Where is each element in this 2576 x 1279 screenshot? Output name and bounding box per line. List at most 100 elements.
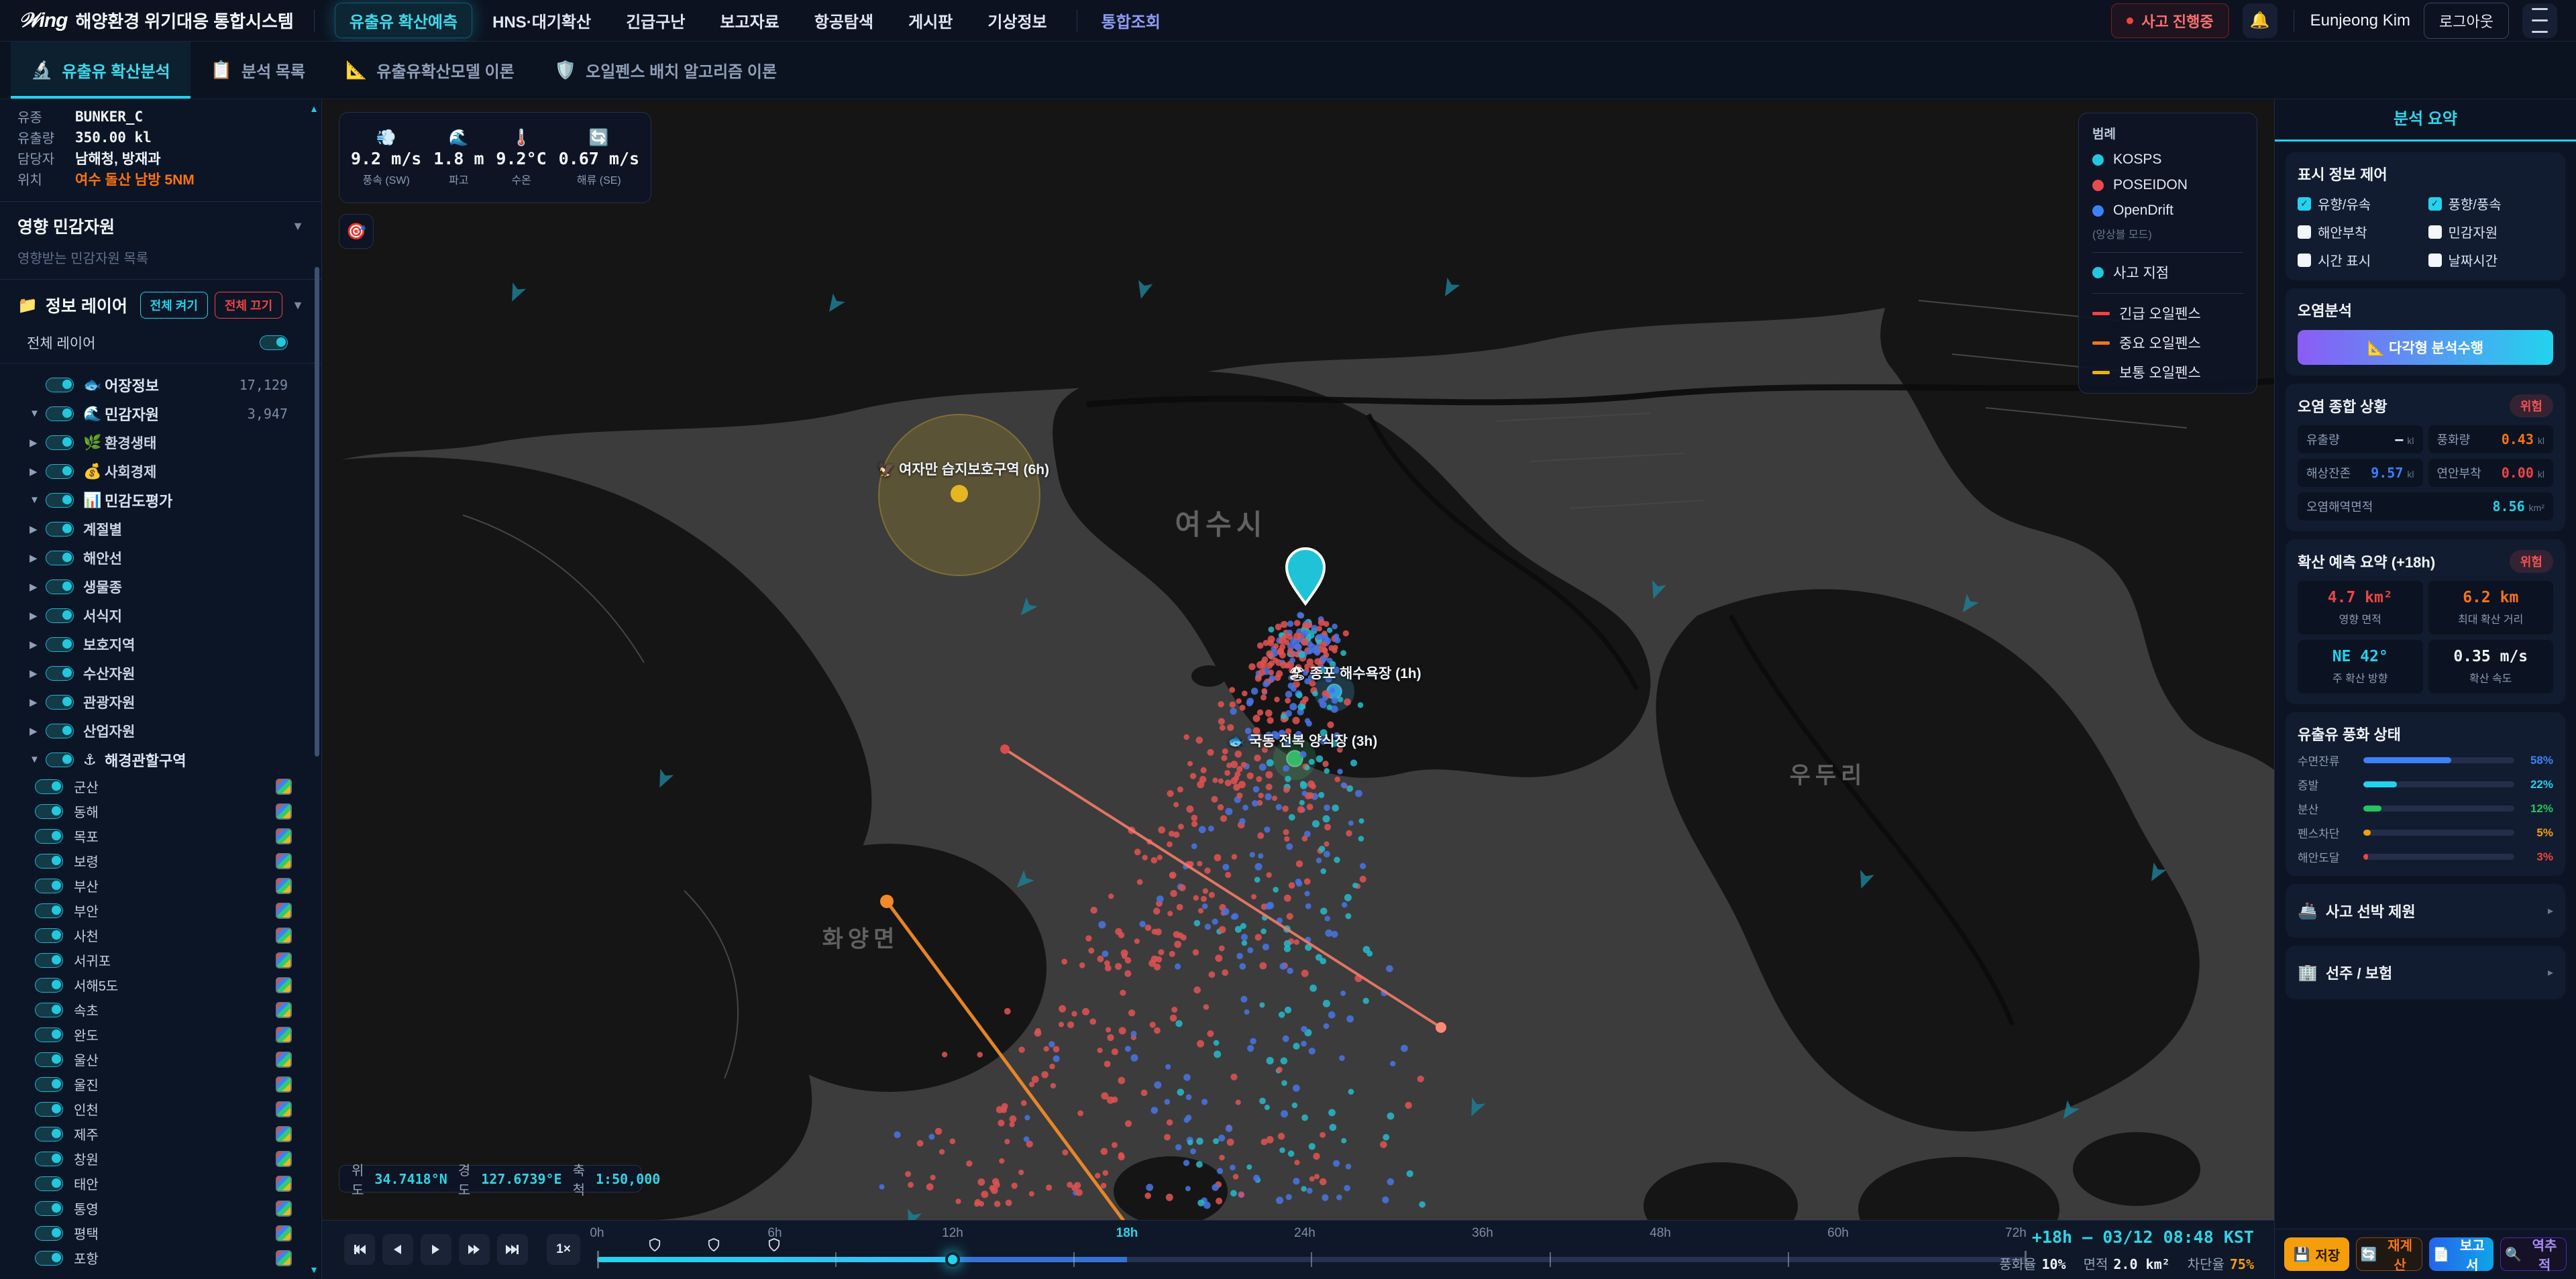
caret-right-icon[interactable]: ▶ xyxy=(30,696,46,708)
caret-down-icon[interactable]: ▼ xyxy=(30,408,46,419)
caret-right-icon[interactable]: ▶ xyxy=(30,725,46,737)
region-style-icon[interactable] xyxy=(276,1052,292,1068)
farm-marker-label[interactable]: 🐟 국동 전복 양식장 (3h) xyxy=(1228,730,1377,750)
oilfence-event-icon[interactable] xyxy=(768,1238,780,1255)
region-toggle-통영[interactable] xyxy=(35,1201,63,1216)
region-style-icon[interactable] xyxy=(276,853,292,869)
layer-toggle-해안선[interactable] xyxy=(46,551,74,565)
display-check-시간 표시[interactable]: 시간 표시 xyxy=(2298,250,2423,270)
layer-toggle-환경생태[interactable] xyxy=(46,435,74,450)
caret-right-icon[interactable]: ▶ xyxy=(30,523,46,535)
display-check-날짜시간[interactable]: 날짜시간 xyxy=(2428,250,2554,270)
region-style-icon[interactable] xyxy=(276,828,292,844)
region-toggle-울산[interactable] xyxy=(35,1052,63,1067)
map-canvas[interactable]: 여수시 화양면 우두리 🦅 여자만 습지보호구역 (6h) 🏖 종포 해수욕장 … xyxy=(322,99,2274,1221)
layer-toggle-사회경제[interactable] xyxy=(46,464,74,479)
display-check-민감자원[interactable]: 민감자원 xyxy=(2428,222,2554,241)
tab-유출유확산모델 이론[interactable]: 📐유출유확산모델 이론 xyxy=(325,42,535,99)
region-style-icon[interactable] xyxy=(276,1176,292,1192)
wetland-marker-label[interactable]: 🦅 여자만 습지보호구역 (6h) xyxy=(877,459,1049,479)
scroll-down-icon[interactable]: ▼ xyxy=(309,1264,319,1275)
layer-toggle-수산자원[interactable] xyxy=(46,666,74,681)
region-toggle-울진[interactable] xyxy=(35,1077,63,1092)
region-style-icon[interactable] xyxy=(276,952,292,968)
sidebar-scrollbar[interactable] xyxy=(315,267,319,757)
region-style-icon[interactable] xyxy=(276,1101,292,1117)
nav-item-긴급구난[interactable]: 긴급구난 xyxy=(611,3,700,38)
nav-item-게시판[interactable]: 게시판 xyxy=(894,3,967,38)
polygon-analysis-button[interactable]: 📐 다각형 분석수행 xyxy=(2298,330,2553,365)
nav-item-HNS·대기확산[interactable]: HNS·대기확산 xyxy=(478,3,606,38)
region-style-icon[interactable] xyxy=(276,878,292,894)
nav-item-통합조회[interactable]: 통합조회 xyxy=(1087,3,1175,38)
region-style-icon[interactable] xyxy=(276,903,292,919)
layer-toggle-민감도평가[interactable] xyxy=(46,493,74,508)
affected-resources-section[interactable]: 영향 민감자원 ▼ xyxy=(0,214,321,238)
vessel-spec-card[interactable]: 🚢 사고 선박 제원 ▸ xyxy=(2286,884,2565,938)
region-toggle-평택[interactable] xyxy=(35,1226,63,1241)
region-style-icon[interactable] xyxy=(276,779,292,795)
region-toggle-동해[interactable] xyxy=(35,804,63,819)
region-toggle-제주[interactable] xyxy=(35,1127,63,1142)
layer-toggle-산업자원[interactable] xyxy=(46,724,74,738)
region-toggle-목포[interactable] xyxy=(35,829,63,844)
region-toggle-보령[interactable] xyxy=(35,854,63,869)
recenter-target-button[interactable]: 🎯 xyxy=(339,214,374,249)
region-toggle-창원[interactable] xyxy=(35,1152,63,1166)
caret-down-icon[interactable]: ▼ xyxy=(30,494,46,506)
region-style-icon[interactable] xyxy=(276,1002,292,1018)
caret-right-icon[interactable]: ▶ xyxy=(30,581,46,593)
region-toggle-속초[interactable] xyxy=(35,1003,63,1017)
scroll-up-icon[interactable]: ▲ xyxy=(309,103,319,114)
region-style-icon[interactable] xyxy=(276,1151,292,1167)
chevron-right-icon[interactable]: ▸ xyxy=(2548,904,2553,917)
region-style-icon[interactable] xyxy=(276,803,292,820)
layer-toggle-계절별[interactable] xyxy=(46,522,74,537)
region-toggle-인천[interactable] xyxy=(35,1102,63,1117)
layer-toggle-해경관할구역[interactable] xyxy=(46,753,74,767)
caret-right-icon[interactable]: ▶ xyxy=(30,638,46,651)
display-check-해안부착[interactable]: 해안부착 xyxy=(2298,222,2423,241)
region-toggle-포항[interactable] xyxy=(35,1251,63,1266)
region-toggle-완도[interactable] xyxy=(35,1027,63,1042)
region-toggle-군산[interactable] xyxy=(35,779,63,794)
layer-toggle-관광자원[interactable] xyxy=(46,695,74,710)
nav-item-유출유 확산예측[interactable]: 유출유 확산예측 xyxy=(335,3,472,38)
skip-start-button[interactable] xyxy=(344,1234,375,1265)
trace-button[interactable]: 🔍역추적 xyxy=(2500,1237,2567,1271)
region-toggle-태안[interactable] xyxy=(35,1176,63,1191)
layer-toggle-민감자원[interactable] xyxy=(46,406,74,421)
display-check-풍향/풍속[interactable]: ✓풍향/풍속 xyxy=(2428,194,2554,213)
display-check-유향/유속[interactable]: ✓유향/유속 xyxy=(2298,194,2423,213)
logout-button[interactable]: 로그아웃 xyxy=(2424,3,2509,39)
region-style-icon[interactable] xyxy=(276,1250,292,1266)
region-toggle-서해5도[interactable] xyxy=(35,978,63,993)
region-toggle-사천[interactable] xyxy=(35,928,63,943)
master-layer-toggle[interactable] xyxy=(260,335,288,350)
owner-insurance-card[interactable]: 🏢 선주 / 보험 ▸ xyxy=(2286,946,2565,999)
tab-유출유 확산분석[interactable]: 🔬유출유 확산분석 xyxy=(11,42,191,99)
beach-marker-label[interactable]: 🏖 종포 해수욕장 (1h) xyxy=(1288,663,1421,683)
region-toggle-부산[interactable] xyxy=(35,879,63,893)
chevron-down-icon[interactable]: ▼ xyxy=(292,219,304,233)
recalc-button[interactable]: 🔄재계산 xyxy=(2356,1237,2422,1271)
layers-all-on-button[interactable]: 전체 켜기 xyxy=(140,292,208,319)
layer-toggle-생물종[interactable] xyxy=(46,579,74,594)
report-button[interactable]: 📄보고서 xyxy=(2429,1237,2494,1271)
region-style-icon[interactable] xyxy=(276,928,292,944)
region-toggle-부안[interactable] xyxy=(35,903,63,918)
caret-right-icon[interactable]: ▶ xyxy=(30,465,46,478)
chevron-right-icon[interactable]: ▸ xyxy=(2548,966,2553,979)
playback-speed-button[interactable]: 1× xyxy=(547,1234,580,1265)
region-style-icon[interactable] xyxy=(276,1027,292,1043)
save-button[interactable]: 💾저장 xyxy=(2284,1237,2349,1271)
region-style-icon[interactable] xyxy=(276,1126,292,1142)
step-back-button[interactable] xyxy=(382,1234,413,1265)
layer-toggle-서식지[interactable] xyxy=(46,608,74,623)
layer-toggle-보호지역[interactable] xyxy=(46,637,74,652)
caret-right-icon[interactable]: ▶ xyxy=(30,437,46,449)
tab-분석 목록[interactable]: 📋분석 목록 xyxy=(191,42,325,99)
oilfence-event-icon[interactable] xyxy=(649,1238,661,1255)
fast-forward-button[interactable] xyxy=(459,1234,490,1265)
region-toggle-서귀포[interactable] xyxy=(35,953,63,968)
